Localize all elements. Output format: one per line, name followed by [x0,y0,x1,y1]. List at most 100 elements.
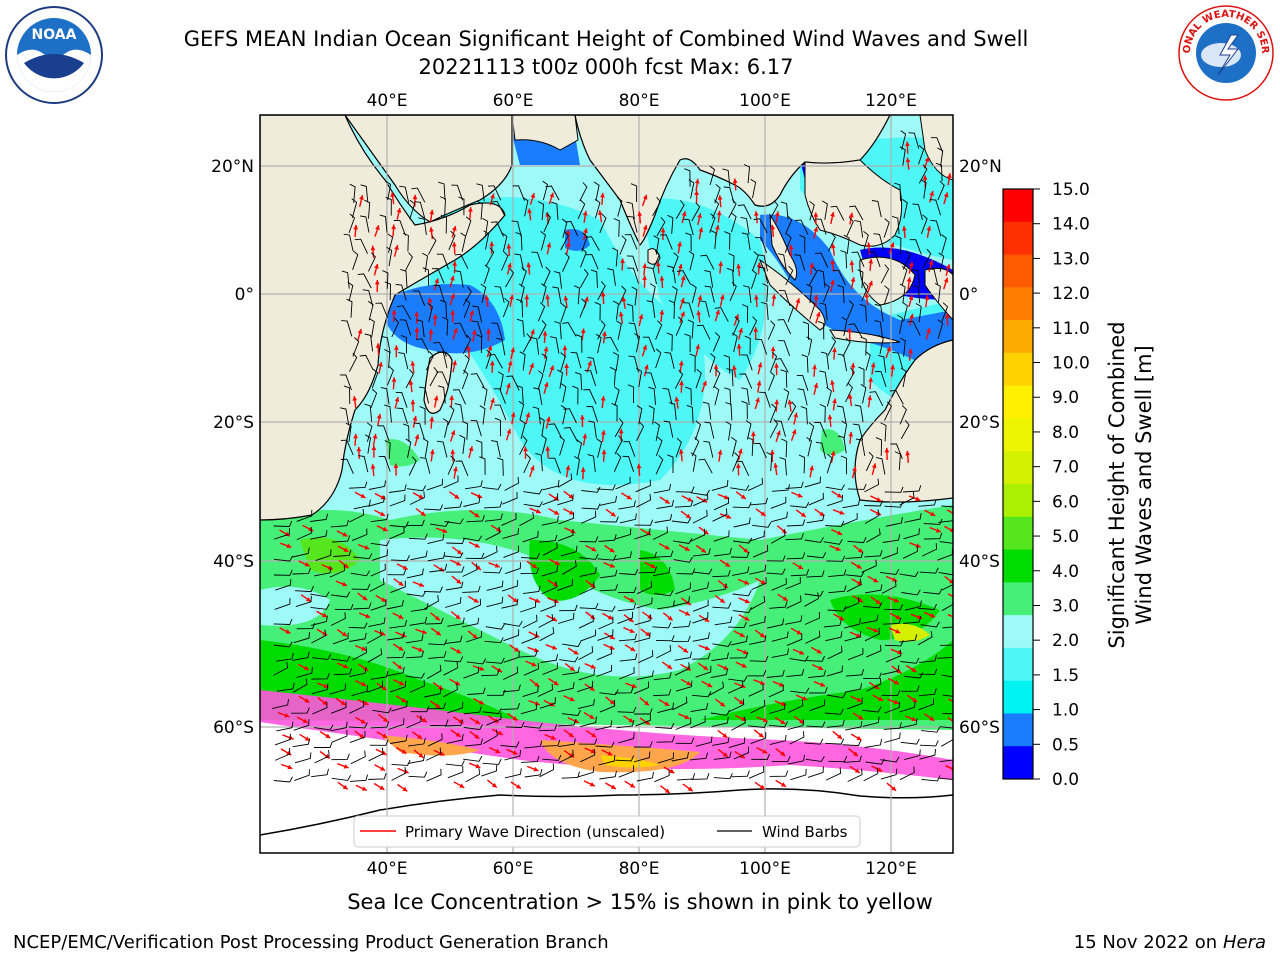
wind-barb [552,286,562,304]
wind-barb [786,633,803,646]
wind-barb [826,453,833,474]
wind-barb [857,269,864,289]
wind-barb [446,734,464,744]
wave-arrow-head [587,361,592,366]
wave-arrow-head [620,258,625,263]
wave-arrow-head [644,700,649,706]
wave-arrow-head [678,264,683,269]
wind-barb [558,512,574,525]
wind-barb [741,400,748,420]
colorbar-tick-label: 8.0 [1052,423,1079,443]
wind-barb [902,302,908,322]
wind-barb [837,284,845,304]
wind-barb [445,566,465,573]
colorbar-segment [1003,451,1033,485]
wave-arrow-head [760,579,766,584]
wind-barb [675,717,692,730]
wave-arrow-head [591,732,597,738]
wind-barb [725,421,732,441]
wind-barb [786,668,805,678]
wave-arrow-head [645,720,650,725]
wind-barb [522,585,541,595]
wave-arrow-head [725,562,730,567]
wind-barb [564,221,579,237]
wind-barb [942,584,953,591]
wind-barb [406,568,424,579]
wind-barb [351,583,371,590]
wind-barb [291,707,310,714]
wind-barb [395,284,407,301]
wind-barb [446,537,466,544]
wave-arrow-head [868,258,874,264]
wave-arrow-head [568,494,574,499]
wind-barb [758,254,769,272]
wind-barb [711,652,729,662]
wind-barb [481,386,488,406]
wind-barb [939,726,953,729]
wind-barb [381,336,391,354]
wave-arrow-head [527,208,532,214]
wave-arrow-head [371,445,377,450]
wind-barb [817,320,825,340]
wave-arrow-head [930,613,936,618]
wind-barb [840,250,848,269]
wind-barb [666,332,673,352]
wind-barb [690,703,709,713]
wind-barb [846,697,863,710]
wind-barb [560,352,566,372]
wind-barb [486,580,504,591]
wind-barb [804,476,821,488]
wave-arrow-head [787,399,793,405]
wave-arrow-head [506,243,512,249]
wind-barb [523,453,531,474]
wave-arrow-head [609,645,615,650]
colorbar-tick-label: 7.0 [1052,458,1079,478]
wind-barb [405,438,412,458]
wave-arrow-head [911,716,917,722]
wind-barb [583,389,597,405]
nws-logo-icon: NATIONAL WEATHER SERVICE [1176,3,1274,101]
wind-barb [482,758,502,765]
wind-barb [864,549,883,558]
wind-barb [438,181,446,201]
wave-arrow-head [720,701,725,707]
wind-barb [409,199,416,220]
wind-barb [843,755,862,763]
wind-barb [709,165,716,186]
wind-barb [502,684,521,693]
wind-barb [273,569,293,576]
wind-barb [578,615,594,629]
wave-arrow-head [507,262,512,268]
colorbar-title-1: Significant Height of Combined [1105,321,1129,648]
wind-barb [750,595,766,610]
wave-arrow-head [378,362,383,367]
wind-barb [580,748,596,763]
wind-barb [633,741,653,748]
wave-arrow-head [759,680,765,685]
wind-barb [358,455,369,473]
wave-arrow-head [715,225,720,230]
wind-barb [428,235,437,255]
wind-barb [766,451,773,472]
wind-barb [633,632,651,643]
wind-barb [448,230,456,251]
wind-barb [595,333,602,354]
wind-barb [276,652,294,662]
wave-arrow-head [360,493,366,498]
wind-barb [691,202,701,222]
wind-barb [826,555,846,562]
wind-barb [712,602,732,609]
wind-barb [482,483,502,490]
colorbar-tick-label: 14.0 [1052,215,1090,235]
wind-barb [806,437,813,457]
wave-arrow-head [642,275,647,280]
wind-barb [465,480,483,490]
wind-barb [725,402,733,421]
wind-barb [648,386,657,405]
wave-arrow-head [361,786,367,791]
wind-barb [918,499,937,507]
wind-barb [747,437,754,456]
wind-barb [524,768,543,778]
wave-arrow-head [849,260,855,265]
wind-barb [594,198,601,219]
